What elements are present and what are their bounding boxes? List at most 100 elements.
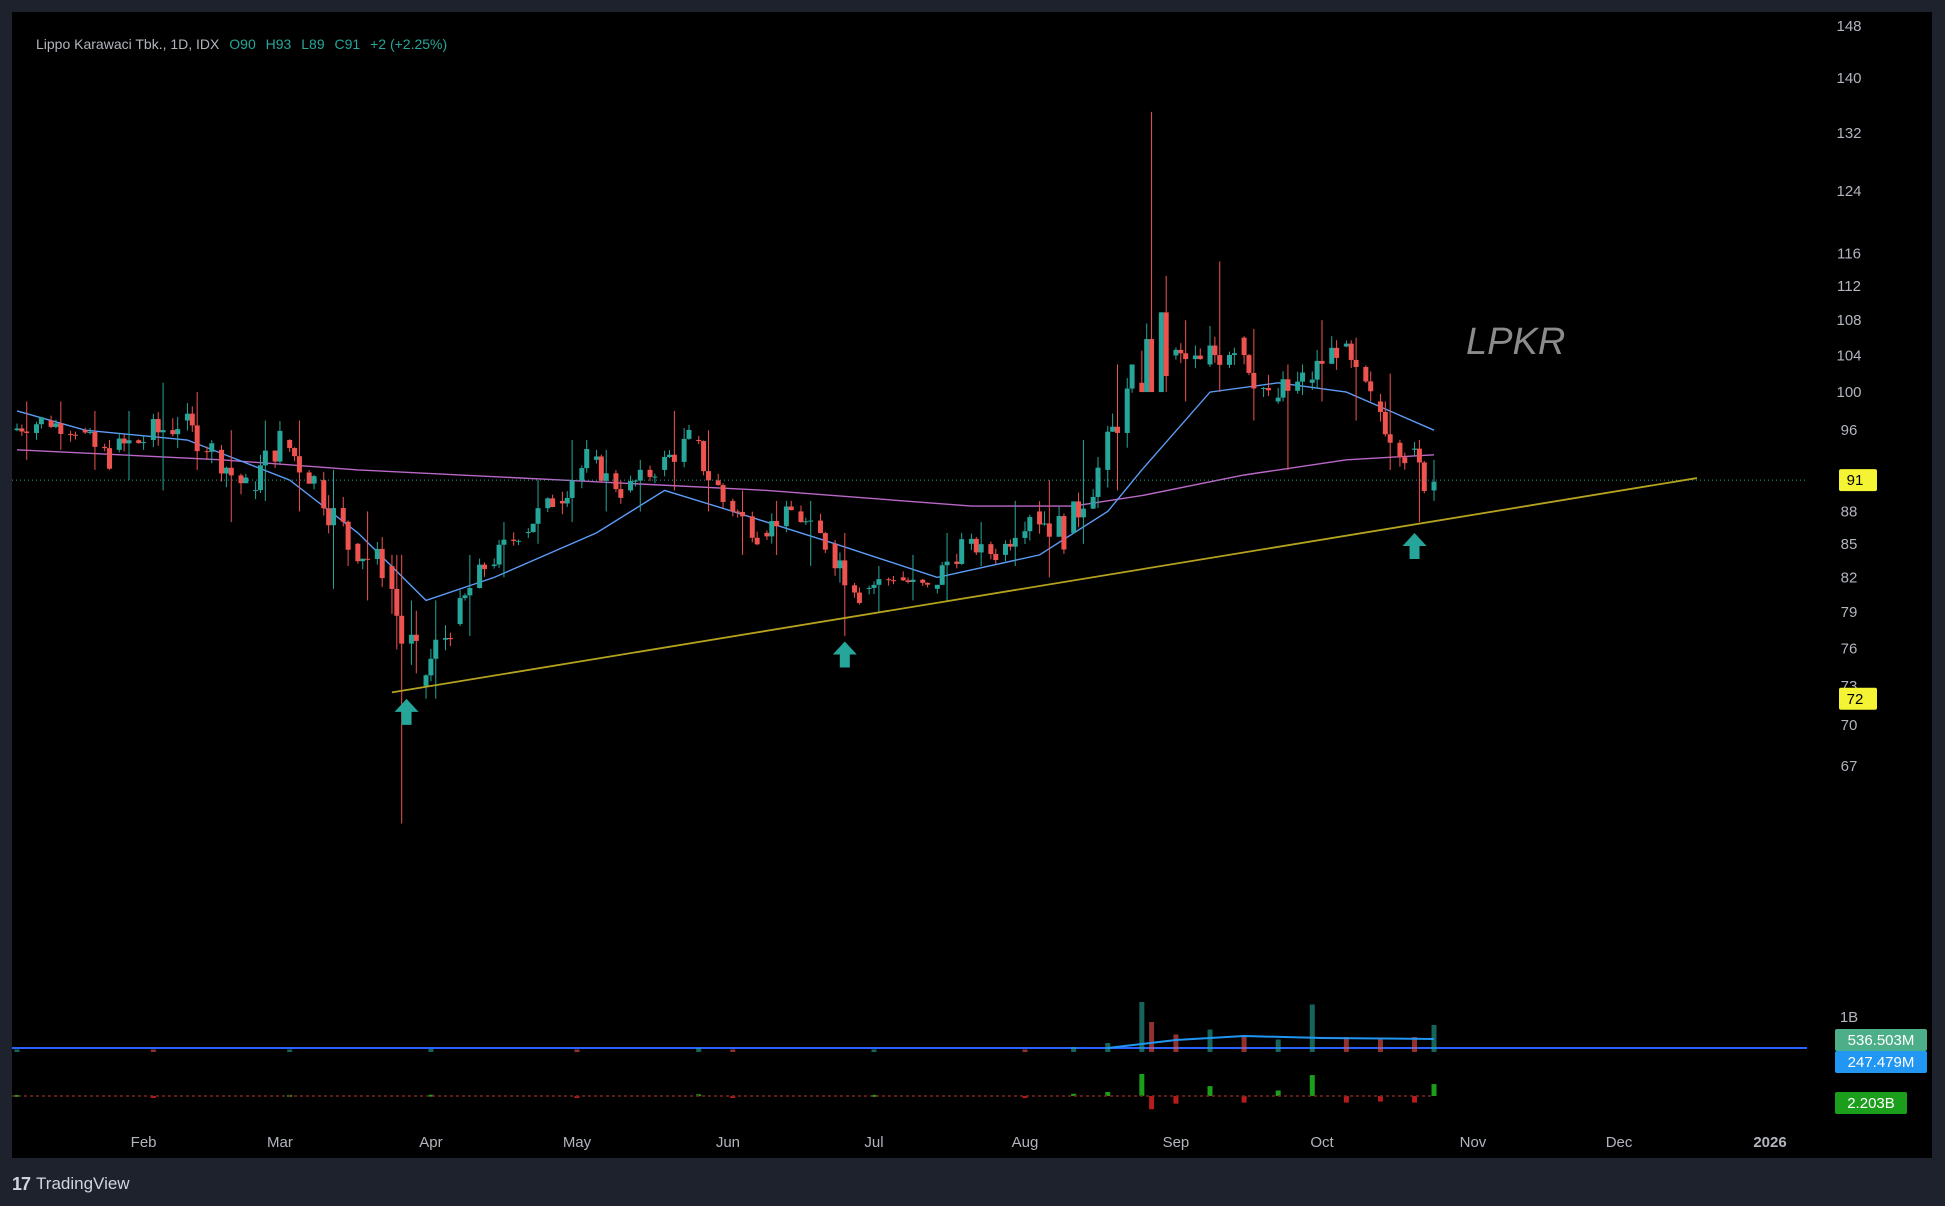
candle-body (939, 565, 945, 585)
x-tick-label: Dec (1606, 1134, 1633, 1151)
candle-body (1212, 345, 1218, 356)
candle-body (613, 473, 619, 490)
candle-body (1319, 360, 1325, 364)
volume-bar (1173, 1034, 1179, 1052)
candle-body (978, 544, 984, 553)
candle-body (102, 446, 108, 449)
x-tick-label: Apr (419, 1134, 442, 1151)
candle-body (1300, 372, 1306, 382)
legend-symbol: Lippo Karawaci Tbk., 1D, IDX (36, 36, 220, 52)
y-tick-label: 148 (1836, 18, 1861, 35)
candle-body (632, 480, 638, 482)
y-tick-label: 88 (1841, 503, 1858, 520)
candle-body (774, 521, 780, 527)
volume-bar (696, 1048, 702, 1052)
candle-body (910, 579, 916, 582)
oscillator-bar (1207, 1086, 1213, 1096)
candle-body (535, 508, 541, 524)
candle-body (1329, 347, 1335, 364)
x-tick-label: May (563, 1134, 592, 1151)
volume-ma-line (1107, 1034, 1435, 1049)
candle-body (925, 582, 931, 585)
candle-body (783, 506, 789, 527)
candle-body (701, 441, 707, 472)
candle-body (24, 431, 30, 433)
candle-body (340, 508, 346, 522)
candle-body (1231, 353, 1237, 356)
candle-body (1124, 388, 1130, 433)
candle-body (1071, 501, 1077, 533)
candle-body (822, 533, 828, 550)
candle-body (223, 467, 229, 474)
candle-body (170, 430, 176, 435)
candle-body (1158, 312, 1164, 393)
candle-body (667, 454, 673, 458)
candle-body (243, 477, 249, 484)
candle-body (564, 497, 570, 504)
x-tick-label: Nov (1460, 1134, 1487, 1151)
y-tick-label: 124 (1836, 183, 1861, 200)
x-tick-label: Mar (267, 1134, 293, 1151)
volume-bar (1309, 1004, 1315, 1052)
candle-body (1002, 543, 1008, 555)
candle-body (428, 658, 434, 676)
candle-body (262, 450, 268, 466)
volume-bar (1412, 1037, 1418, 1052)
candle-body (740, 511, 746, 517)
candle-body (257, 465, 263, 491)
oscillator-bar (1022, 1096, 1028, 1098)
oscillator-bar (150, 1096, 156, 1098)
candle-body (1076, 501, 1082, 518)
volume-bar (428, 1049, 434, 1052)
candle-body (53, 423, 59, 427)
candle-body (764, 532, 770, 537)
candle-body (1090, 496, 1096, 509)
candle-body (365, 558, 371, 560)
candle-body (423, 675, 429, 686)
candle-body (832, 543, 838, 569)
candle-body (662, 457, 668, 470)
candle-body (1129, 364, 1135, 389)
candle-body (1007, 543, 1013, 547)
candle-body (1431, 481, 1437, 491)
y-tick-label: 79 (1841, 604, 1858, 621)
volume-bar (150, 1049, 156, 1052)
brand-name: TradingView (36, 1174, 130, 1193)
candle-body (1387, 434, 1393, 443)
candle-body (530, 523, 536, 533)
volume-bar (1207, 1029, 1213, 1052)
candle-body (1314, 360, 1320, 380)
x-tick-label: Oct (1310, 1134, 1334, 1151)
candle-body (19, 428, 25, 432)
oscillator-bar (871, 1094, 877, 1097)
candle-body (38, 417, 44, 425)
oscillator-bar (1241, 1096, 1247, 1103)
candle-body (671, 454, 677, 462)
candle-body (1363, 367, 1369, 382)
chart-canvas[interactable]: 148 140 132 124 116 112 108 104 100 96 88 85 82 79 76 7… (12, 12, 1932, 1158)
candle-body (1144, 339, 1150, 393)
candle-body (681, 438, 687, 462)
candle-body (253, 490, 259, 492)
candle-body (968, 538, 974, 544)
candle-body (598, 456, 604, 481)
footer-brand[interactable]: 17 TradingView (12, 1170, 130, 1198)
candle-body (219, 449, 225, 474)
candle-body (1285, 379, 1291, 391)
candle-body (121, 438, 127, 444)
candle-body (954, 561, 960, 564)
candle-body (311, 476, 317, 484)
candle-body (1416, 448, 1422, 463)
candle-body (355, 543, 361, 562)
chart-area[interactable]: 148 140 132 124 116 112 108 104 100 96 88 85 82 79 76 7… (12, 12, 1932, 1158)
up-arrow-icon (832, 641, 857, 668)
candle-body (637, 469, 643, 481)
candle-body (175, 429, 181, 435)
volume-bar (730, 1049, 736, 1052)
candle-body (209, 443, 215, 452)
candle-body (1037, 511, 1043, 525)
up-arrow-icon (394, 698, 419, 725)
last-price-tag: 91 (1847, 472, 1864, 489)
candle-body (798, 511, 804, 523)
candle-body (204, 451, 210, 453)
